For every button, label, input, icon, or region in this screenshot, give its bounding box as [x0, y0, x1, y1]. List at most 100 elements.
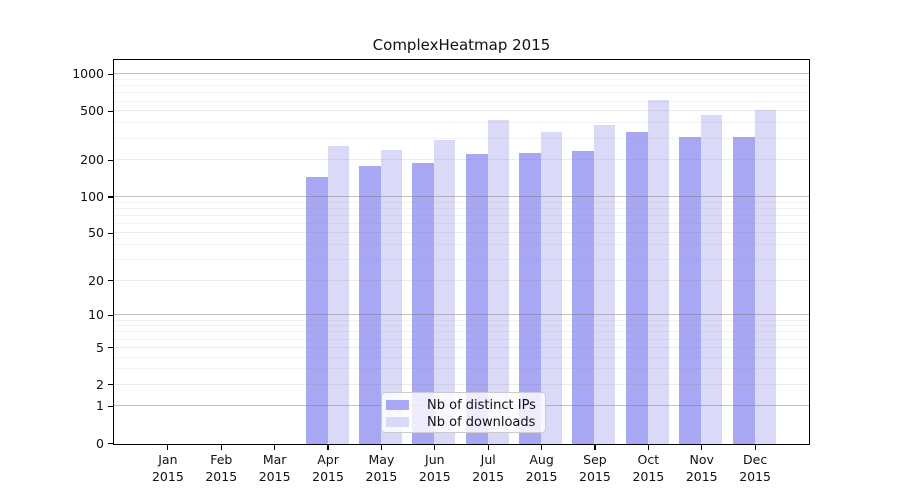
plot-area	[113, 59, 810, 445]
gridline	[114, 232, 809, 234]
gridline	[114, 195, 809, 197]
bar-distinct-ips-may	[358, 166, 381, 444]
legend-label-distinct-ips: Nb of distinct IPs	[427, 397, 536, 413]
bar-downloads-jun	[434, 140, 456, 444]
gridline	[114, 279, 809, 281]
y-tick-label: 5	[96, 339, 104, 355]
gridline	[114, 383, 809, 385]
y-tick-mark	[108, 232, 113, 235]
bar-downloads-dec	[754, 110, 776, 444]
gridline	[114, 331, 809, 333]
bar-distinct-ips-dec	[732, 137, 755, 444]
y-tick-label: 100	[80, 188, 104, 204]
x-tick-mark	[647, 444, 649, 450]
x-tick-mark	[220, 444, 222, 450]
y-tick-mark	[108, 280, 113, 282]
legend-label-downloads: Nb of downloads	[427, 414, 536, 430]
gridline	[114, 73, 809, 75]
gridline	[114, 319, 809, 321]
gridline	[114, 201, 809, 203]
bar-downloads-sep	[594, 125, 616, 444]
bar-layer	[114, 60, 809, 444]
y-tick-mark	[108, 159, 113, 161]
y-tick-label: 0	[96, 435, 104, 451]
bar-downloads-aug	[541, 132, 563, 444]
bar-distinct-ips-oct	[625, 131, 648, 444]
x-tick-mark	[274, 444, 276, 450]
y-tick-mark	[108, 442, 113, 445]
bar-distinct-ips-jul	[465, 153, 488, 444]
grid-layer	[114, 60, 809, 444]
gridline	[114, 214, 809, 216]
x-tick-label-jul: Jul 2015	[472, 452, 505, 484]
gridline	[114, 85, 809, 87]
x-tick-mark	[167, 444, 169, 450]
legend: Nb of distinct IPs Nb of downloads	[381, 392, 546, 433]
y-tick-label: 1	[96, 398, 104, 414]
x-tick-label-may: May 2015	[365, 452, 398, 484]
bar-downloads-apr	[327, 145, 349, 444]
y-tick-label: 10	[88, 307, 104, 323]
y-tick-label: 1000	[72, 66, 104, 82]
legend-swatch-distinct-ips-icon	[386, 400, 409, 410]
gridline	[114, 356, 809, 358]
x-tick-mark	[327, 444, 329, 450]
gridline	[114, 222, 809, 224]
x-tick-mark	[487, 444, 489, 450]
x-tick-label-dec: Dec 2015	[739, 452, 772, 484]
gridline	[114, 100, 809, 102]
gridline	[114, 338, 809, 340]
y-tick-mark	[108, 384, 113, 386]
bar-downloads-oct	[647, 100, 669, 444]
bar-downloads-nov	[701, 115, 723, 444]
bar-downloads-jul	[487, 119, 509, 444]
gridline	[114, 314, 809, 316]
x-tick-label-jan: Jan 2015	[151, 452, 184, 484]
x-tick-label-apr: Apr 2015	[312, 452, 344, 484]
gridline	[114, 207, 809, 209]
x-tick-mark	[594, 444, 596, 450]
x-tick-label-feb: Feb 2015	[205, 452, 238, 484]
x-tick-label-mar: Mar 2015	[258, 452, 291, 484]
y-tick-mark	[108, 73, 113, 76]
y-tick-mark	[108, 110, 113, 112]
gridline	[114, 259, 809, 261]
y-tick-label: 20	[88, 272, 104, 288]
bar-distinct-ips-jun	[412, 162, 435, 444]
bar-distinct-ips-nov	[679, 136, 702, 444]
y-tick-label: 50	[88, 225, 104, 241]
x-tick-mark	[540, 444, 543, 450]
y-tick-label: 2	[96, 376, 104, 392]
legend-entry-distinct-ips: Nb of distinct IPs	[386, 397, 545, 413]
legend-swatch-downloads-icon	[386, 417, 409, 427]
bar-distinct-ips-apr	[305, 176, 328, 444]
x-tick-label-oct: Oct 2015	[632, 452, 665, 484]
y-tick-mark	[108, 196, 113, 198]
x-tick-label-jun: Jun 2015	[418, 452, 451, 484]
gridline	[114, 325, 809, 327]
gridline	[114, 137, 809, 139]
gridline	[114, 79, 809, 81]
bar-downloads-may	[380, 149, 402, 444]
y-tick-mark	[108, 347, 113, 349]
legend-entry-downloads: Nb of downloads	[386, 414, 545, 430]
x-tick-label-sep: Sep 2015	[579, 452, 611, 484]
bar-distinct-ips-aug	[519, 152, 542, 444]
gridline	[114, 346, 809, 348]
gridline	[114, 244, 809, 246]
chart-title: ComplexHeatmap 2015	[372, 36, 551, 54]
gridline	[114, 159, 809, 161]
bar-distinct-ips-sep	[572, 151, 595, 444]
gridline	[114, 110, 809, 112]
x-tick-mark	[701, 444, 703, 450]
x-tick-mark	[754, 444, 756, 450]
gridline	[114, 368, 809, 370]
x-tick-mark	[434, 444, 436, 450]
x-tick-label-nov: Nov 2015	[685, 452, 718, 484]
y-tick-mark	[108, 314, 113, 316]
gridline	[114, 122, 809, 124]
x-tick-label-aug: Aug 2015	[525, 452, 558, 484]
x-tick-mark	[380, 444, 382, 450]
gridline	[114, 92, 809, 94]
